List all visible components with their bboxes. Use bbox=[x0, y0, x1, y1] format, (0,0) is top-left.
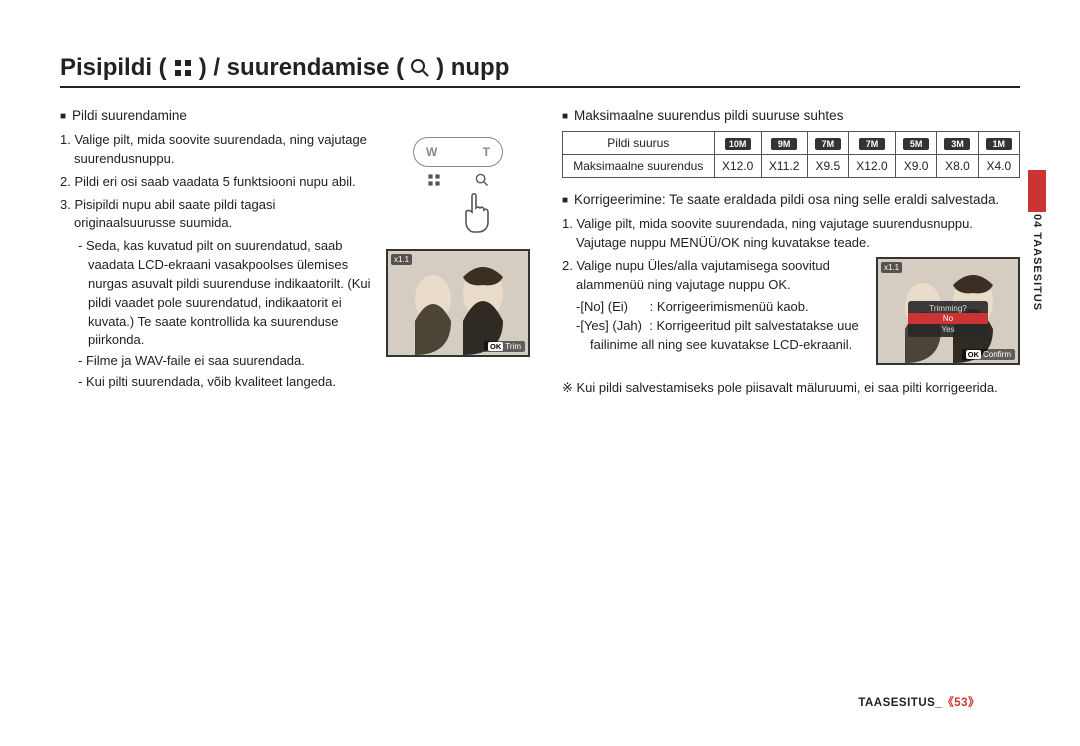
table-cell: X12.0 bbox=[714, 155, 761, 178]
right-step-1: 1. Valige pilt, mida soovite suurendada,… bbox=[562, 215, 1020, 253]
side-tab-accent bbox=[1028, 170, 1046, 212]
lcd-preview-enlarged: x1.1 OKTrim bbox=[386, 249, 530, 357]
footer-page-number: 53 bbox=[942, 697, 980, 709]
ok-trim-indicator: OKTrim bbox=[484, 341, 525, 352]
trimming-dialog-title: Trimming? bbox=[908, 304, 988, 313]
option-no-value: : Korrigeerimismenüü kaob. bbox=[650, 299, 809, 314]
trimming-dialog: Trimming? No Yes bbox=[908, 301, 988, 337]
trimming-option-yes: Yes bbox=[908, 324, 988, 335]
table-cell: 3M bbox=[937, 132, 978, 155]
magnify-icon bbox=[408, 56, 432, 80]
pic-size-icon: 1M bbox=[986, 138, 1012, 150]
table-cell: 9M bbox=[761, 132, 807, 155]
pic-size-icon: 9M bbox=[771, 138, 797, 150]
left-heading: Pildi suurendamine bbox=[60, 108, 530, 123]
left-step-3: 3. Pisipildi nupu abil saate pildi tagas… bbox=[60, 196, 378, 234]
hand-pointer-icon bbox=[458, 190, 498, 239]
thumbnail-icon bbox=[171, 56, 195, 80]
table-row-label-max: Maksimaalne suurendus bbox=[563, 155, 715, 178]
photo-placeholder-icon bbox=[388, 251, 528, 355]
zoom-t-label: T bbox=[483, 145, 490, 159]
ok-confirm-indicator: OKConfirm bbox=[962, 349, 1015, 360]
zoom-level-badge: x1.1 bbox=[391, 254, 412, 265]
zoom-w-t-pill: W T bbox=[413, 137, 503, 167]
zoom-icons-magnify-icon bbox=[475, 173, 489, 190]
page-title: Pisipildi ( ) / suurendamise ( ) nupp bbox=[60, 54, 1020, 88]
table-cell: 7M bbox=[807, 132, 848, 155]
table-cell: X12.0 bbox=[848, 155, 895, 178]
pic-size-icon: 7M bbox=[859, 138, 885, 150]
title-part2: ) / suurendamise ( bbox=[199, 54, 404, 82]
page-footer: TAASESITUS_53 bbox=[858, 694, 980, 710]
footer-section-label: TAASESITUS_ bbox=[858, 697, 942, 709]
table-cell: 7M bbox=[848, 132, 895, 155]
max-zoom-table: Pildi suurus 10M 9M 7M 7M 5M 3M 1M Maksi… bbox=[562, 131, 1020, 178]
table-cell: 5M bbox=[895, 132, 936, 155]
zoom-level-badge: x1.1 bbox=[881, 262, 902, 273]
section-side-tab: 04 TAASESITUS bbox=[1028, 170, 1046, 316]
table-cell: 1M bbox=[978, 132, 1019, 155]
left-sub-1: - Seda, kas kuvatud pilt on suurendatud,… bbox=[60, 237, 378, 350]
pic-size-icon: 10M bbox=[725, 138, 751, 150]
lcd-preview-trimming: x1.1 Trimming? No Yes OKConfirm bbox=[876, 257, 1020, 365]
title-part3: ) nupp bbox=[436, 54, 509, 82]
left-sub-3: - Kui pilti suurendada, võib kvaliteet l… bbox=[60, 373, 378, 392]
table-cell: X11.2 bbox=[761, 155, 807, 178]
table-cell: X9.0 bbox=[895, 155, 936, 178]
zoom-w-label: W bbox=[426, 145, 437, 159]
left-step-2: 2. Pildi eri osi saab vaadata 5 funktsio… bbox=[60, 173, 378, 192]
table-cell: X4.0 bbox=[978, 155, 1019, 178]
left-sub-2: - Filme ja WAV-faile ei saa suurendada. bbox=[60, 352, 378, 371]
table-cell: X8.0 bbox=[937, 155, 978, 178]
pic-size-icon: 5M bbox=[903, 138, 929, 150]
table-row-label-size: Pildi suurus bbox=[563, 132, 715, 155]
table-cell: 10M bbox=[714, 132, 761, 155]
trimming-option-no: No bbox=[908, 313, 988, 324]
zoom-button-figure: W T bbox=[386, 137, 530, 239]
table-cell: X9.5 bbox=[807, 155, 848, 178]
left-step-1: 1. Valige pilt, mida soovite suurendada,… bbox=[60, 131, 378, 169]
side-tab-label: 04 TAASESITUS bbox=[1031, 214, 1043, 311]
pic-size-icon: 3M bbox=[944, 138, 970, 150]
title-part1: Pisipildi ( bbox=[60, 54, 167, 82]
right-heading-trim: Korrigeerimine: Te saate eraldada pildi … bbox=[562, 192, 1020, 207]
option-no-label: -[No] (Ei) bbox=[576, 299, 628, 314]
zoom-icons-thumbnail-icon bbox=[427, 173, 441, 190]
option-yes-label: -[Yes] (Jah) bbox=[576, 318, 642, 333]
right-heading-maxzoom: Maksimaalne suurendus pildi suuruse suht… bbox=[562, 108, 1020, 123]
memory-note: ※ Kui pildi salvestamiseks pole piisaval… bbox=[562, 379, 1020, 398]
pic-size-icon: 7M bbox=[815, 138, 841, 150]
